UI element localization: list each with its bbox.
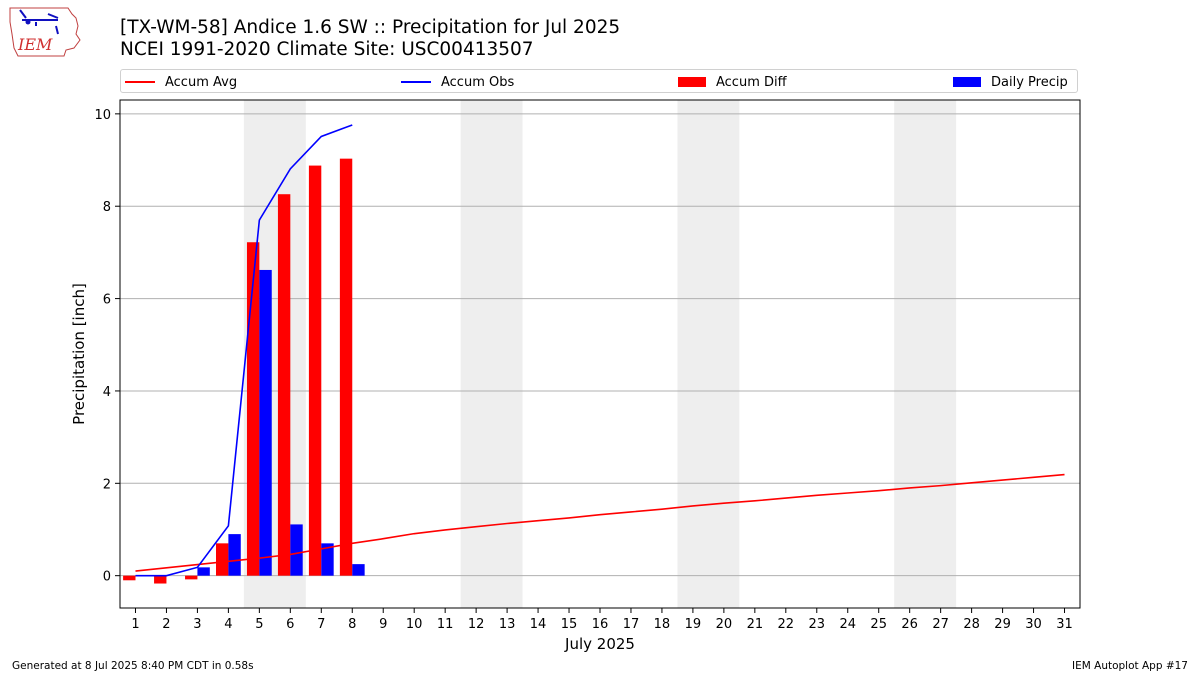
bar-accum-diff: [308, 165, 322, 576]
x-tick-label: 31: [1056, 617, 1073, 632]
legend-swatch-accum-obs: [401, 81, 431, 83]
x-tick-label: 10: [406, 617, 423, 632]
x-tick-label: 12: [468, 617, 485, 632]
bars: [123, 158, 365, 584]
footer-app: IEM Autoplot App #17: [1072, 660, 1188, 672]
x-tick-label: 24: [839, 617, 856, 632]
x-tick-label: 21: [747, 617, 764, 632]
line-accum-obs: [135, 124, 353, 577]
x-tick-label: 4: [224, 617, 232, 632]
bar-daily-precip: [259, 269, 272, 576]
legend-swatch-accum-avg: [125, 81, 155, 83]
y-tick-label: 8: [103, 200, 111, 215]
bar-accum-diff: [216, 543, 229, 576]
chart-title: [TX-WM-58] Andice 1.6 SW :: Precipitatio…: [120, 17, 621, 38]
x-tick-label: 3: [193, 617, 201, 632]
x-tick-label: 30: [1025, 617, 1042, 632]
x-axis-label: July 2025: [564, 635, 635, 653]
y-tick-label: 4: [103, 385, 111, 400]
x-tick-label: 7: [317, 617, 325, 632]
x-tick-label: 6: [286, 617, 294, 632]
legend-swatch-accum-diff: [678, 77, 706, 87]
x-tick-label: 22: [778, 617, 795, 632]
y-tick-label: 10: [94, 108, 111, 123]
bar-daily-precip: [321, 543, 334, 576]
weekend-shade: [460, 100, 523, 608]
legend-label-accum-obs: Accum Obs: [441, 74, 515, 90]
x-tick-label: 9: [379, 617, 387, 632]
chart-subtitle: NCEI 1991-2020 Climate Site: USC00413507: [120, 39, 534, 60]
x-tick-label: 8: [348, 617, 356, 632]
bar-accum-diff: [277, 194, 291, 576]
legend-label-accum-avg: Accum Avg: [165, 74, 238, 90]
legend-item-daily-precip: Daily Precip: [953, 73, 1068, 91]
bar-accum-diff: [185, 575, 198, 580]
x-tick-label: 20: [716, 617, 733, 632]
x-tick-label: 2: [162, 617, 170, 632]
vane-center-icon: [25, 19, 31, 25]
bar-daily-precip: [352, 564, 365, 576]
x-tick-label: 1: [131, 617, 139, 632]
legend-swatch-daily-precip: [953, 77, 981, 87]
line-accum-avg: [135, 473, 1065, 572]
axis-ticks: 1 2 3 4 5 6 7 8 9 10 11 12 13 14 15 16 17 18 19 20 21 22 23 24 2…: [94, 108, 1072, 632]
x-tick-label: 23: [809, 617, 826, 632]
weather-vane-icon: [19, 9, 59, 35]
x-tick-label: 25: [870, 617, 887, 632]
bar-daily-precip: [197, 567, 210, 576]
x-tick-label: 16: [592, 617, 609, 632]
y-tick-label: 0: [103, 570, 111, 585]
y-tick-label: 2: [103, 477, 111, 492]
iem-logo: IEM: [9, 7, 81, 57]
x-tick-label: 27: [932, 617, 949, 632]
iowa-outline: [9, 7, 81, 57]
y-tick-label: 6: [103, 293, 111, 308]
weekend-shading: [243, 100, 957, 608]
y-axis-label: Precipitation [inch]: [70, 283, 88, 425]
x-tick-label: 26: [901, 617, 918, 632]
legend-label-accum-diff: Accum Diff: [716, 74, 787, 90]
bar-accum-diff: [339, 158, 353, 576]
x-tick-label: 13: [499, 617, 516, 632]
x-tick-label: 11: [437, 617, 454, 632]
bar-accum-diff: [246, 242, 260, 576]
bar-daily-precip: [228, 534, 241, 576]
bar-accum-diff: [154, 575, 167, 584]
legend-label-daily-precip: Daily Precip: [991, 74, 1068, 90]
weekend-shade: [677, 100, 740, 608]
lines: [135, 124, 1065, 577]
legend-item-accum-obs: Accum Obs: [401, 73, 514, 91]
x-tick-label: 18: [654, 617, 671, 632]
bar-daily-precip: [290, 524, 303, 576]
weekend-shade: [894, 100, 957, 608]
legend-item-accum-avg: Accum Avg: [125, 73, 237, 91]
legend: Accum Avg Accum Obs Accum Diff Daily Pre…: [120, 69, 1078, 93]
x-tick-label: 14: [530, 617, 547, 632]
x-tick-label: 29: [994, 617, 1011, 632]
x-tick-label: 28: [963, 617, 980, 632]
x-tick-label: 5: [255, 617, 263, 632]
logo-text: IEM: [17, 35, 53, 54]
legend-item-accum-diff: Accum Diff: [678, 73, 787, 91]
bar-accum-diff: [123, 575, 136, 581]
x-tick-label: 15: [561, 617, 578, 632]
footer-generated: Generated at 8 Jul 2025 8:40 PM CDT in 0…: [12, 660, 254, 672]
x-tick-label: 19: [685, 617, 702, 632]
x-tick-label: 17: [623, 617, 640, 632]
